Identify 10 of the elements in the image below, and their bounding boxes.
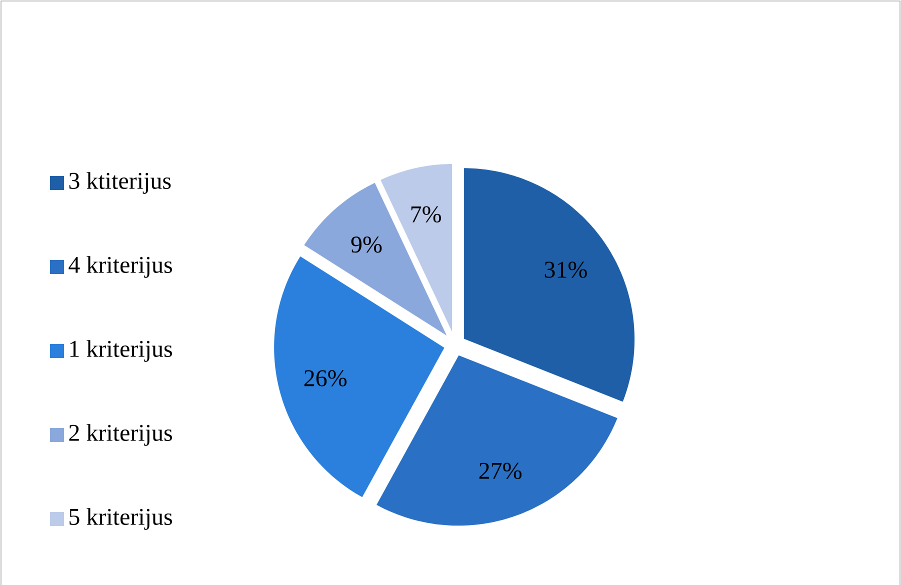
- legend-label: 1 kriterijus: [70, 340, 172, 362]
- legend-label: 5 kriterijus: [70, 508, 172, 530]
- data-label: 7%: [411, 206, 441, 222]
- data-label: 9%: [351, 236, 382, 253]
- legend-label: 4 kriterijus: [68, 256, 172, 278]
- data-label: 31%: [544, 262, 587, 278]
- legend-label: 2 kriterijus: [69, 424, 172, 446]
- legend-label: 3 ktiterijus: [69, 172, 171, 194]
- data-label: 27%: [479, 462, 522, 480]
- data-label: 26%: [304, 370, 347, 386]
